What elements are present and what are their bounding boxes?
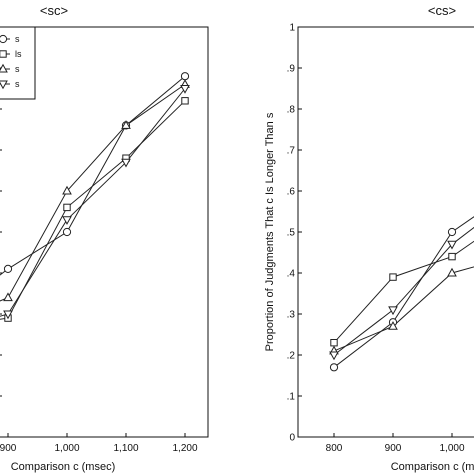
panel-cs-x-tick-label: 800 (326, 443, 343, 454)
panel-cs-point-circle (329, 363, 339, 372)
panel-sc-point-triangle-down (121, 158, 131, 168)
panel-cs-y-axis: 0 .1 .2 .3 .4 .5 .6 .7 .8 .9 1 (287, 23, 302, 444)
panel-cs-y-tick-label: .7 (287, 146, 296, 157)
panel-cs-y-tick-label: .2 (287, 351, 296, 362)
panel-cs-y-tick-label: .8 (287, 105, 296, 116)
panel-cs-y-tick-label: 0 (289, 433, 295, 444)
panel-sc-title: <sc> (40, 3, 68, 18)
panel-sc-point-triangle-down (62, 216, 72, 225)
panel-cs-series-line-triangle-up (333, 266, 474, 352)
panel-cs-plot-frame (297, 26, 474, 438)
panel-sc-series-line-triangle-down (0, 88, 186, 317)
panel-sc-y-ticks (0, 26, 2, 438)
panel-sc-point-triangle-up (62, 185, 72, 195)
panel-sc-point-square (181, 97, 189, 105)
panel-sc-x-tick-label: 900 (0, 443, 17, 454)
panel-sc-point-square (63, 203, 71, 212)
panel-cs-series-line-circle (333, 216, 474, 368)
legend-label: s (15, 79, 20, 89)
panel-sc-point-triangle-down (3, 310, 13, 320)
panel-cs-point-square (389, 273, 397, 281)
panel-sc-x-axis-title: Comparison c (msec) (11, 461, 116, 473)
legend-label: s (15, 64, 20, 74)
panel-cs-x-tick-label: 900 (385, 443, 402, 454)
panel-sc-point-circle (62, 227, 72, 237)
panel-cs-x-axis-title: Comparison c (msec) (391, 461, 474, 473)
panel-cs: <cs> 0.1.2.3.4.5.6.7.8.91 8009001,0001,1… (264, 3, 474, 473)
panel-sc-point-triangle-down (180, 85, 190, 94)
panel-cs-point-triangle-up (388, 321, 398, 330)
panel-cs-point-triangle-up (447, 267, 457, 277)
panel-cs-series-line-triangle-down (333, 226, 474, 356)
legend-marker-circle (0, 34, 8, 44)
panel-sc-x-tick-label: 1,100 (113, 443, 138, 454)
legend-marker-square (0, 50, 7, 58)
panel-cs-y-tick-label: 1 (289, 23, 295, 34)
panel-cs-series-line-square (333, 240, 474, 344)
panel-sc-point-circle (180, 72, 190, 81)
legend-label: ls (15, 49, 22, 59)
panel-sc-series-line-triangle-up (0, 83, 186, 302)
panel-cs-point-triangle-down (329, 351, 339, 361)
panel-sc-x-tick-label: 1,000 (54, 443, 79, 454)
panel-cs-point-square (448, 252, 456, 261)
panel-sc-series (0, 72, 190, 322)
panel-cs-point-triangle-down (388, 306, 398, 316)
legend-marker-triangle-up (0, 63, 8, 73)
panel-sc-legend-box (0, 26, 36, 100)
panel-sc-plot-frame (0, 26, 209, 438)
panel-sc-x-tick-label: 1,200 (172, 443, 197, 454)
panel-sc-point-triangle-up (121, 120, 131, 129)
panel-cs-y-axis-title: Proportion of Judgments That c Is Longer… (264, 112, 276, 351)
panel-cs-y-tick-label: .5 (287, 228, 296, 239)
panel-cs-series (329, 216, 474, 372)
panel-sc-series-line-square (0, 100, 186, 320)
panel-cs-y-tick-label: .3 (287, 310, 296, 321)
panel-cs-y-tick-label: .4 (287, 269, 296, 280)
panel-cs-y-tick-label: .6 (287, 187, 296, 198)
panel-sc-point-circle (3, 264, 13, 273)
panel-cs-y-tick-label: .1 (287, 392, 296, 403)
panel-sc-point-triangle-up (3, 292, 13, 302)
legend-label: s (15, 34, 20, 44)
panel-cs-point-triangle-down (447, 240, 457, 250)
panel-cs-title: <cs> (428, 3, 456, 18)
panel-cs-x-tick-label: 1,000 (439, 443, 464, 454)
panel-cs-point-circle (447, 227, 457, 237)
panel-cs-point-square (330, 339, 338, 347)
legend-marker-triangle-down (0, 80, 8, 90)
panel-cs-y-tick-label: .9 (287, 64, 296, 75)
